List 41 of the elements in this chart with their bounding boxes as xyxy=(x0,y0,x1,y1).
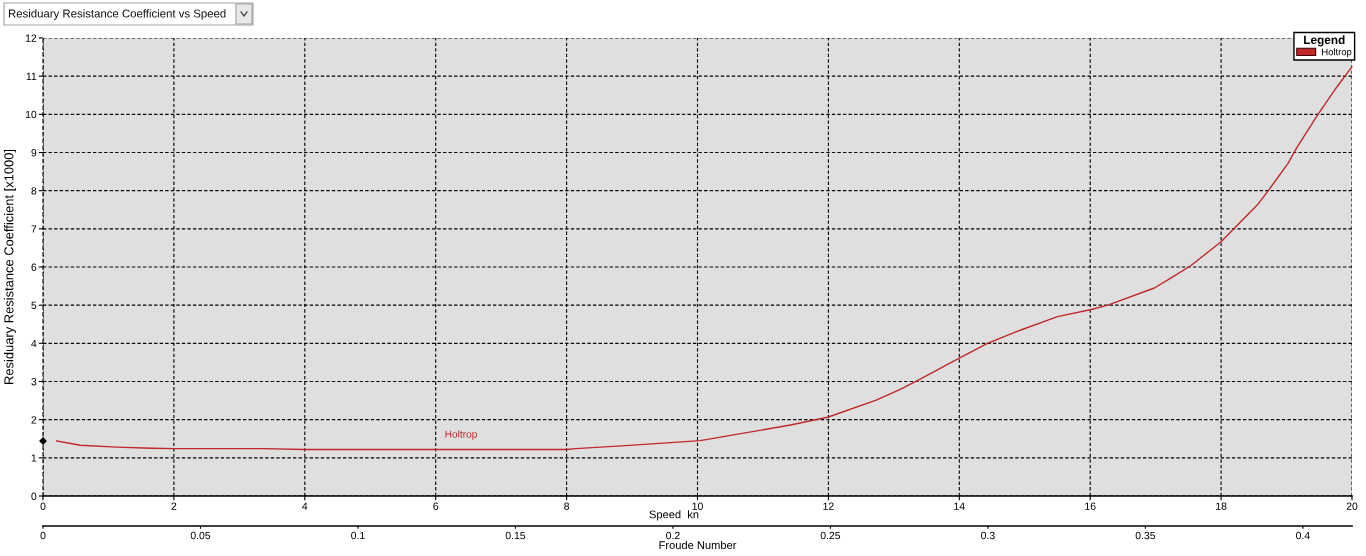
x2-axis-title: Froude Number xyxy=(659,540,737,550)
line-series xyxy=(56,65,1353,451)
x2-tick-label: 0.3 xyxy=(981,531,995,540)
y-tick-label: 8 xyxy=(31,187,37,195)
y-tick-label: 7 xyxy=(31,225,37,233)
x2-tick-label: 0 xyxy=(40,531,46,540)
legend-title: Legend xyxy=(1304,35,1345,47)
y-tick-label: 12 xyxy=(25,34,37,42)
y-tick-label: 5 xyxy=(31,301,37,310)
y-tick-label: 11 xyxy=(26,72,37,80)
x2-tick-label: 0.05 xyxy=(190,531,211,540)
x2-tick-label: 0.2 xyxy=(666,531,680,540)
x-tick-label: 6 xyxy=(433,502,439,510)
y-tick-label: 3 xyxy=(31,378,37,386)
x-tick-label: 20 xyxy=(1346,502,1358,510)
x-tick-label: 4 xyxy=(302,502,308,510)
x2-tick-label: 0.4 xyxy=(1296,531,1310,540)
x-tick-label: 8 xyxy=(564,502,570,510)
x-tick-label: 16 xyxy=(1085,502,1096,510)
x2-tick-label: 0.25 xyxy=(820,531,841,540)
x2-tick-label: 0.35 xyxy=(1135,531,1156,540)
y-tick-label: 9 xyxy=(31,149,37,157)
y-axis-title: Residuary Resistance Coefficient [x1000] xyxy=(3,149,16,384)
x2-tick-label: 0.15 xyxy=(505,531,526,540)
x-tick-label: 14 xyxy=(954,502,965,510)
text: Holtrop xyxy=(445,430,477,440)
y-tick-label: 4 xyxy=(31,339,37,348)
x-tick-label: 18 xyxy=(1216,502,1227,510)
y-tick-label: 0 xyxy=(31,492,37,500)
chart-title: Residuary Resistance Coefficient vs Speed xyxy=(8,9,226,20)
x2-tick-label: 0.1 xyxy=(351,531,365,540)
y-tick-label: 6 xyxy=(31,263,37,271)
x-tick-label: 2 xyxy=(171,502,177,510)
x-tick-label: 10 xyxy=(692,502,703,510)
y-tick-label: 2 xyxy=(31,416,37,424)
x-axis-title: Speed kn xyxy=(649,510,699,521)
y-tick-label: 10 xyxy=(25,110,37,119)
x-tick-label: 12 xyxy=(823,502,834,510)
x-tick-label: 0 xyxy=(40,502,46,510)
y-tick-label: 1 xyxy=(31,454,37,462)
legend-label: Holtrop xyxy=(1322,48,1352,58)
